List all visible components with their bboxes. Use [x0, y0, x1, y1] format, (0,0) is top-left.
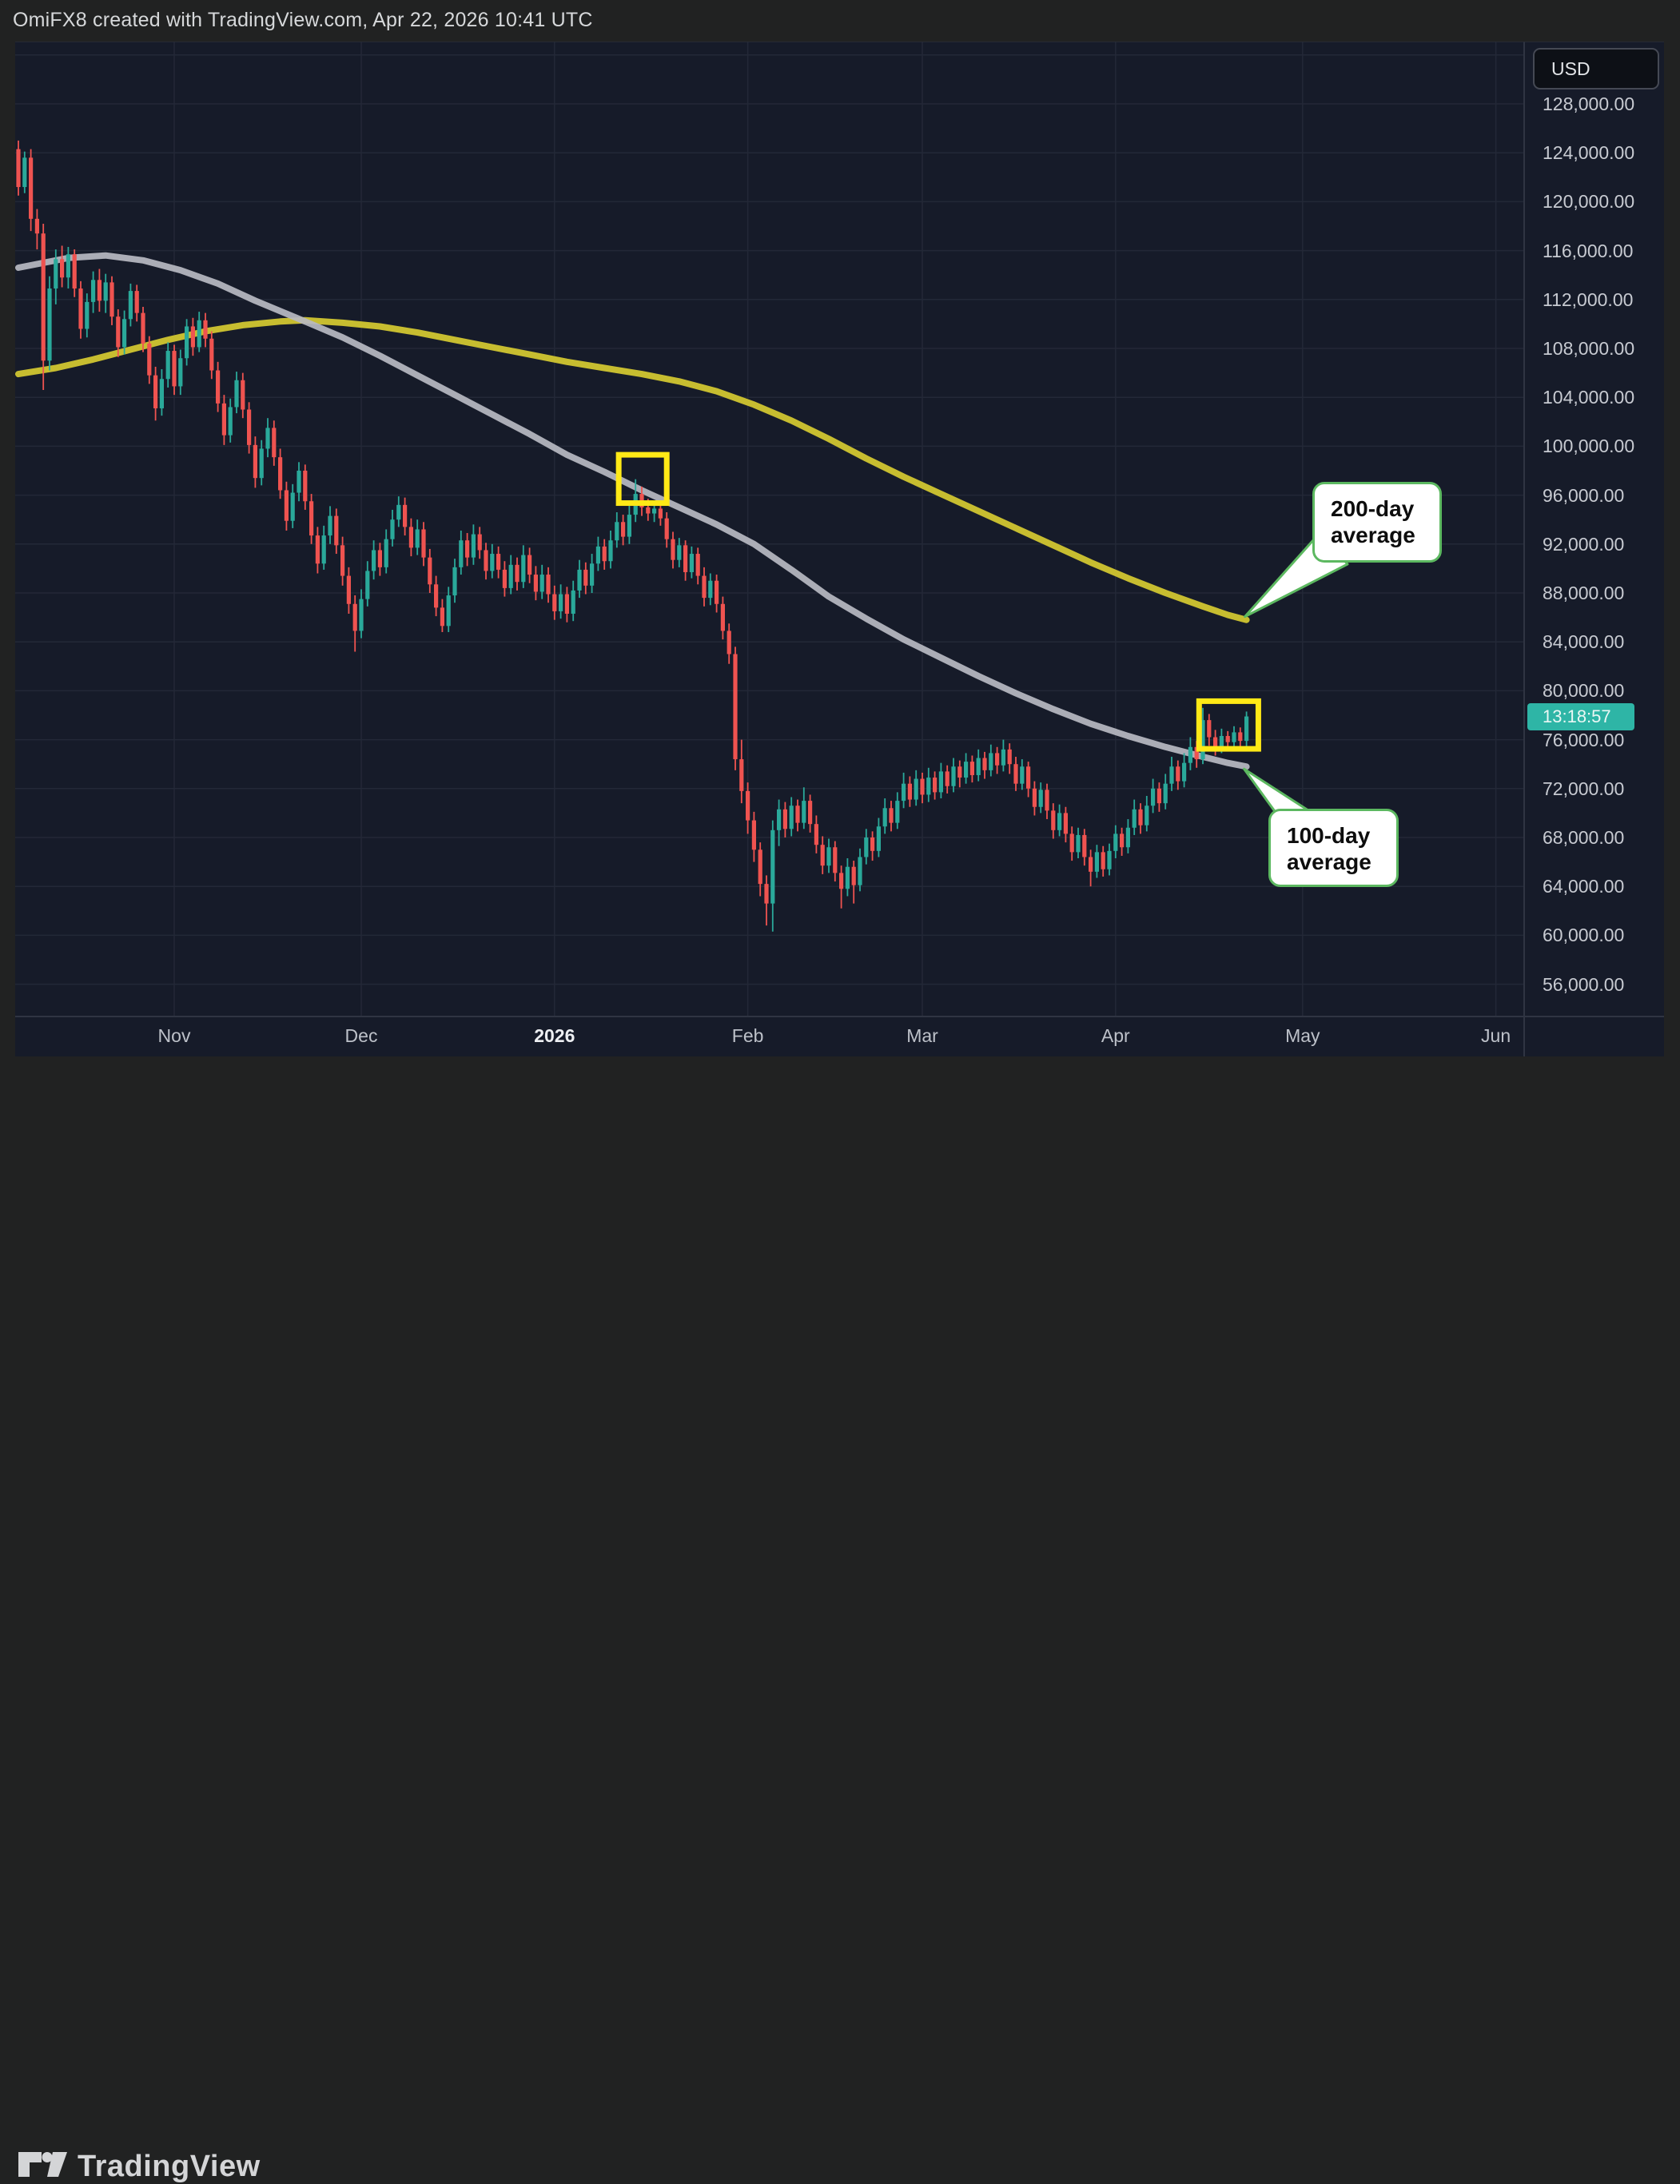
callout-200-line1: 200-day [1331, 496, 1415, 521]
time-axis-label-feb: Feb [731, 1025, 764, 1046]
callout-100-line1: 100-day [1287, 823, 1371, 848]
time-axis-label-2026: 2026 [534, 1025, 575, 1046]
footer-bar: TradingView [0, 1056, 1680, 2183]
price-axis-label: 68,000.00 [1543, 827, 1625, 848]
price-axis-label: 88,000.00 [1543, 583, 1625, 603]
price-axis-label: 64,000.00 [1543, 876, 1625, 897]
time-axis-label-mar: Mar [906, 1025, 938, 1046]
price-axis-label: 124,000.00 [1543, 142, 1635, 164]
tradingview-wordmark: TradingView [78, 2150, 261, 2183]
price-axis-label: 72,000.00 [1543, 778, 1625, 799]
highlight-box-2[interactable] [1196, 698, 1261, 752]
highlight-box-1[interactable] [615, 452, 670, 507]
price-axis-label: 108,000.00 [1543, 338, 1635, 359]
currency-usd-button[interactable]: USD [1533, 48, 1659, 90]
time-axis-label-apr: Apr [1101, 1025, 1130, 1046]
grid [15, 42, 1524, 1016]
price-axis-label: 84,000.00 [1543, 631, 1625, 653]
ma-100-line[interactable] [15, 252, 1250, 770]
price-axis-label: 92,000.00 [1543, 533, 1625, 555]
ma-200-line[interactable] [15, 316, 1250, 623]
price-axis-label: 80,000.00 [1543, 680, 1625, 702]
price-axis-label: 120,000.00 [1543, 191, 1635, 213]
price-axis-label: 104,000.00 [1543, 387, 1635, 408]
time-axis-label-jun: Jun [1481, 1025, 1511, 1046]
price-axis-label: 128,000.00 [1543, 93, 1635, 114]
callout-100-line2: average [1287, 849, 1371, 874]
price-axis-label: 112,000.00 [1543, 288, 1634, 310]
time-axis-label-may: May [1285, 1025, 1320, 1046]
price-axis-label: 60,000.00 [1543, 925, 1625, 946]
price-axis-label: 56,000.00 [1543, 973, 1625, 995]
time-axis-label-dec: Dec [344, 1025, 378, 1046]
candles-layer [16, 140, 1249, 932]
callout-100-day[interactable]: 100-day average [1268, 809, 1399, 887]
time-axis-label-nov: Nov [157, 1025, 191, 1046]
header-bar: OmiFX8 created with TradingView.com, Apr… [0, 0, 1680, 42]
price-axis-label: 96,000.00 [1543, 484, 1625, 506]
logo-flag-shape [18, 2152, 42, 2177]
bar-countdown-badge: 13:18:57 [1527, 702, 1634, 730]
callout-200-line2: average [1331, 523, 1415, 547]
callout-200-day[interactable]: 200-day average [1312, 482, 1442, 563]
chart-canvas[interactable] [0, 0, 1680, 1157]
snapshot-title: OmiFX8 created with TradingView.com, Apr… [13, 9, 593, 31]
price-axis-label: 116,000.00 [1543, 240, 1634, 261]
price-axis-label: 76,000.00 [1543, 729, 1625, 750]
price-axis-label: 100,000.00 [1543, 436, 1635, 457]
